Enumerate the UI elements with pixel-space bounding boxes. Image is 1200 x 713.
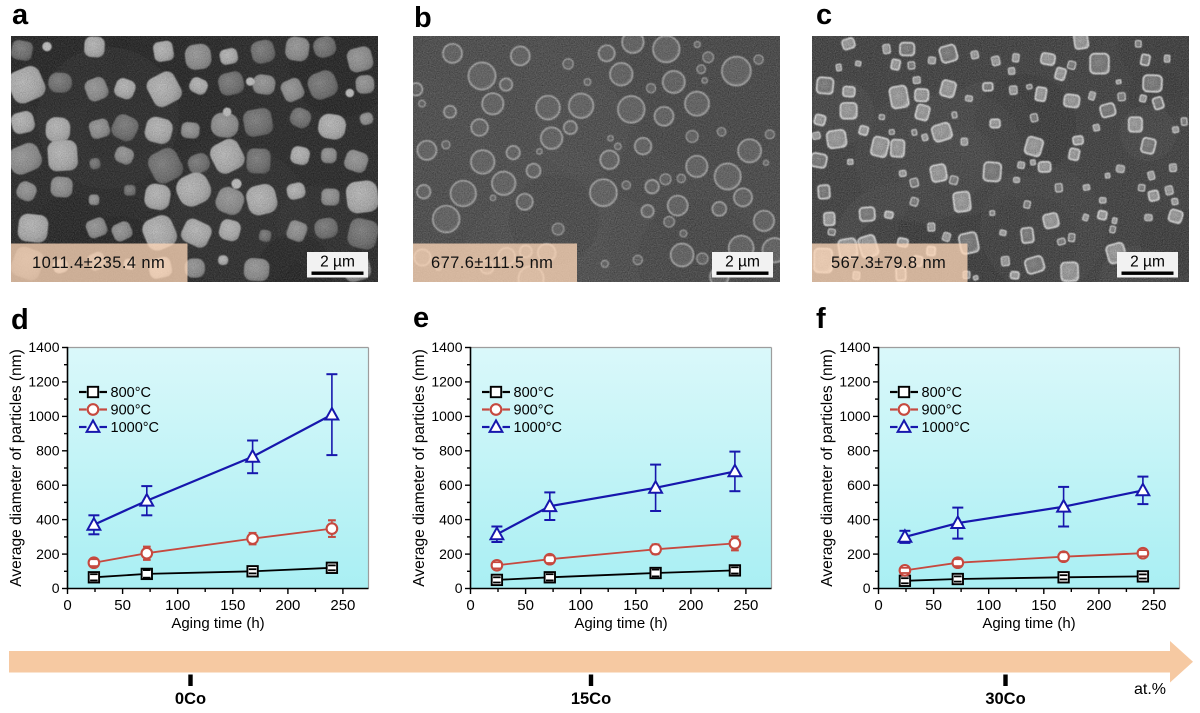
svg-text:0: 0 (455, 580, 463, 596)
svg-text:100: 100 (976, 597, 1001, 614)
svg-text:0: 0 (466, 597, 474, 614)
svg-text:150: 150 (1031, 597, 1056, 614)
svg-text:800: 800 (847, 443, 871, 459)
svg-text:1200: 1200 (839, 374, 870, 390)
svg-text:200: 200 (439, 546, 463, 562)
svg-text:Average diameter of particles: Average diameter of particles (nm) (819, 349, 836, 586)
svg-text:600: 600 (847, 477, 871, 493)
svg-text:200: 200 (1086, 597, 1111, 614)
svg-text:800: 800 (439, 443, 463, 459)
svg-text:400: 400 (439, 511, 463, 527)
svg-text:at.%: at.% (1134, 681, 1166, 698)
svg-text:100: 100 (165, 597, 190, 614)
svg-text:600: 600 (439, 477, 463, 493)
svg-text:50: 50 (517, 597, 534, 614)
svg-text:800: 800 (36, 443, 60, 459)
svg-text:200: 200 (847, 546, 871, 562)
svg-text:0: 0 (863, 580, 871, 596)
svg-text:150: 150 (623, 597, 648, 614)
svg-text:250: 250 (733, 597, 758, 614)
svg-text:900°C: 900°C (514, 403, 554, 419)
svg-text:1000: 1000 (839, 408, 870, 424)
svg-text:Average diameter of particles: Average diameter of particles (nm) (8, 349, 25, 586)
svg-text:250: 250 (330, 597, 355, 614)
svg-text:1400: 1400 (431, 339, 462, 355)
svg-text:400: 400 (847, 511, 871, 527)
svg-text:Aging time (h): Aging time (h) (171, 615, 264, 632)
svg-text:200: 200 (275, 597, 300, 614)
svg-text:Average diameter of particles: Average diameter of particles (nm) (411, 349, 428, 586)
svg-text:1400: 1400 (839, 339, 870, 355)
svg-text:200: 200 (678, 597, 703, 614)
svg-text:2 µm: 2 µm (1130, 254, 1165, 271)
svg-text:1000: 1000 (431, 408, 462, 424)
svg-text:1000°C: 1000°C (922, 420, 971, 436)
svg-text:1011.4±235.4 nm: 1011.4±235.4 nm (32, 254, 165, 272)
svg-text:800°C: 800°C (514, 385, 554, 401)
svg-text:1000: 1000 (28, 408, 59, 424)
svg-text:800°C: 800°C (111, 385, 151, 401)
svg-text:2 µm: 2 µm (725, 254, 760, 271)
svg-text:677.6±111.5 nm: 677.6±111.5 nm (431, 254, 553, 272)
svg-text:900°C: 900°C (922, 403, 962, 419)
svg-text:50: 50 (925, 597, 942, 614)
svg-text:1200: 1200 (431, 374, 462, 390)
svg-text:400: 400 (36, 511, 60, 527)
svg-text:800°C: 800°C (922, 385, 962, 401)
svg-text:Aging time (h): Aging time (h) (574, 615, 667, 632)
svg-text:0: 0 (52, 580, 60, 596)
svg-text:0Co: 0Co (175, 690, 206, 708)
svg-text:30Co: 30Co (985, 690, 1025, 708)
svg-text:200: 200 (36, 546, 60, 562)
svg-text:0: 0 (874, 597, 882, 614)
svg-text:1000°C: 1000°C (111, 420, 160, 436)
svg-text:250: 250 (1141, 597, 1166, 614)
svg-text:Aging time (h): Aging time (h) (982, 615, 1075, 632)
svg-text:567.3±79.8 nm: 567.3±79.8 nm (831, 254, 946, 272)
svg-text:150: 150 (220, 597, 245, 614)
svg-text:100: 100 (568, 597, 593, 614)
svg-text:15Co: 15Co (571, 690, 611, 708)
svg-text:900°C: 900°C (111, 403, 151, 419)
svg-text:50: 50 (114, 597, 131, 614)
svg-text:0: 0 (63, 597, 71, 614)
svg-text:1400: 1400 (28, 339, 59, 355)
svg-text:1000°C: 1000°C (514, 420, 563, 436)
svg-text:600: 600 (36, 477, 60, 493)
svg-text:1200: 1200 (28, 374, 59, 390)
svg-text:2 µm: 2 µm (320, 254, 355, 271)
